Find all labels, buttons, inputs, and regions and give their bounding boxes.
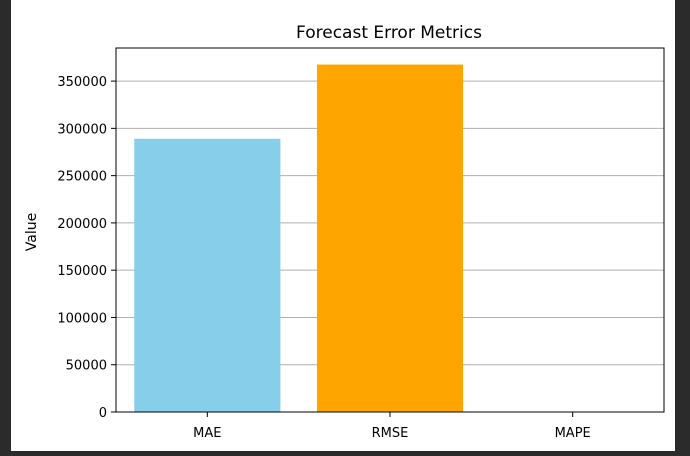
y-axis-label: Value (24, 213, 40, 251)
y-tick-label: 100000 (57, 311, 107, 326)
y-tick-label: 200000 (57, 217, 107, 232)
bar-mae (134, 139, 280, 412)
bars (134, 65, 645, 412)
y-tick-label: 150000 (57, 264, 107, 279)
x-tick-label-mae: MAE (193, 426, 221, 441)
x-tick-label-rmse: RMSE (372, 426, 409, 441)
y-tick-label: 50000 (66, 359, 107, 374)
chart-title: Forecast Error Metrics (296, 23, 482, 43)
x-tick-labels: MAE RMSE MAPE (193, 426, 591, 441)
window-edge (675, 0, 690, 455)
y-tick-label: 350000 (57, 75, 107, 90)
y-tick-labels: 0 50000 100000 150000 200000 250000 300000 3500… (57, 75, 107, 421)
y-tick-label: 300000 (57, 122, 107, 137)
y-tick-label: 0 (99, 406, 107, 421)
bar-chart: Forecast Error Metrics Value 0 50000 10000… (11, 0, 675, 451)
y-tick-label: 250000 (57, 170, 107, 185)
x-tick-label-mape: MAPE (555, 426, 591, 441)
chart-frame: Forecast Error Metrics Value 0 50000 10000… (11, 0, 675, 451)
bar-rmse (317, 65, 463, 412)
